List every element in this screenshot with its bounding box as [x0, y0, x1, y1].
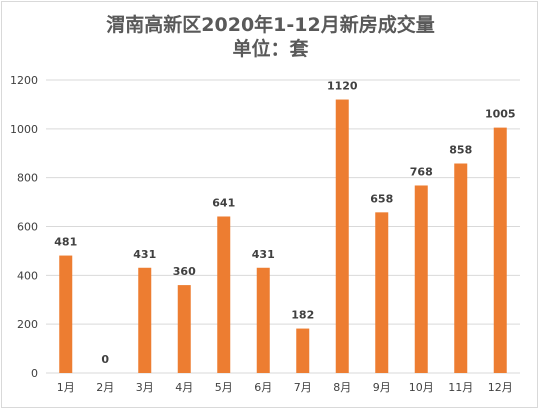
gridlines — [46, 79, 520, 374]
bar-6 — [256, 267, 270, 373]
x-tick-label: 7月 — [294, 381, 312, 394]
data-label: 182 — [291, 309, 314, 322]
data-label: 431 — [133, 248, 156, 261]
data-label: 768 — [410, 165, 433, 178]
x-tick-label: 9月 — [373, 381, 391, 394]
x-tick-label: 11月 — [448, 381, 473, 394]
y-tick-label: 800 — [17, 172, 38, 185]
bar-11 — [454, 163, 468, 373]
x-tick-label: 3月 — [136, 381, 154, 394]
data-labels: 481 0 431 360 641 431 182 1120 658 768 858 1005 — [54, 80, 515, 366]
data-label: 1005 — [485, 108, 516, 121]
bar-12 — [493, 127, 507, 373]
bar-4 — [177, 285, 191, 373]
chart-title: 渭南高新区2020年1-12月新房成交量 — [106, 14, 435, 36]
bar-5 — [217, 216, 231, 373]
x-tick-label: 2月 — [96, 381, 114, 394]
data-label: 658 — [370, 192, 393, 205]
data-label: 360 — [173, 265, 196, 278]
bar-8 — [335, 99, 349, 374]
bar-9 — [375, 212, 389, 373]
data-label: 1120 — [327, 80, 358, 93]
bar-1 — [59, 255, 73, 373]
y-tick-label: 200 — [17, 318, 38, 331]
data-label: 858 — [449, 144, 472, 157]
y-tick-label: 600 — [17, 221, 38, 234]
x-tick-label: 8月 — [333, 381, 351, 394]
bar-7 — [296, 328, 310, 373]
chart-subtitle: 单位：套 — [232, 38, 309, 60]
y-axis-labels: 0 200 400 600 800 1000 1200 — [10, 74, 38, 380]
bar-3 — [138, 267, 152, 373]
x-axis-labels: 1月 2月 3月 4月 5月 6月 7月 8月 9月 10月 11月 12月 — [57, 381, 513, 394]
data-label: 641 — [212, 196, 235, 209]
x-tick-label: 6月 — [254, 381, 272, 394]
x-tick-label: 12月 — [488, 381, 513, 394]
y-tick-label: 400 — [17, 269, 38, 282]
data-label: 481 — [54, 236, 77, 249]
data-label: 0 — [101, 353, 109, 366]
x-tick-label: 1月 — [57, 381, 75, 394]
y-tick-label: 1000 — [10, 123, 38, 136]
data-label: 431 — [252, 248, 275, 261]
bar-10 — [414, 185, 428, 373]
y-tick-label: 1200 — [10, 74, 38, 87]
x-tick-label: 5月 — [215, 381, 233, 394]
x-tick-label: 4月 — [175, 381, 193, 394]
bars — [59, 99, 507, 374]
y-tick-label: 0 — [31, 367, 38, 380]
x-tick-label: 10月 — [409, 381, 434, 394]
